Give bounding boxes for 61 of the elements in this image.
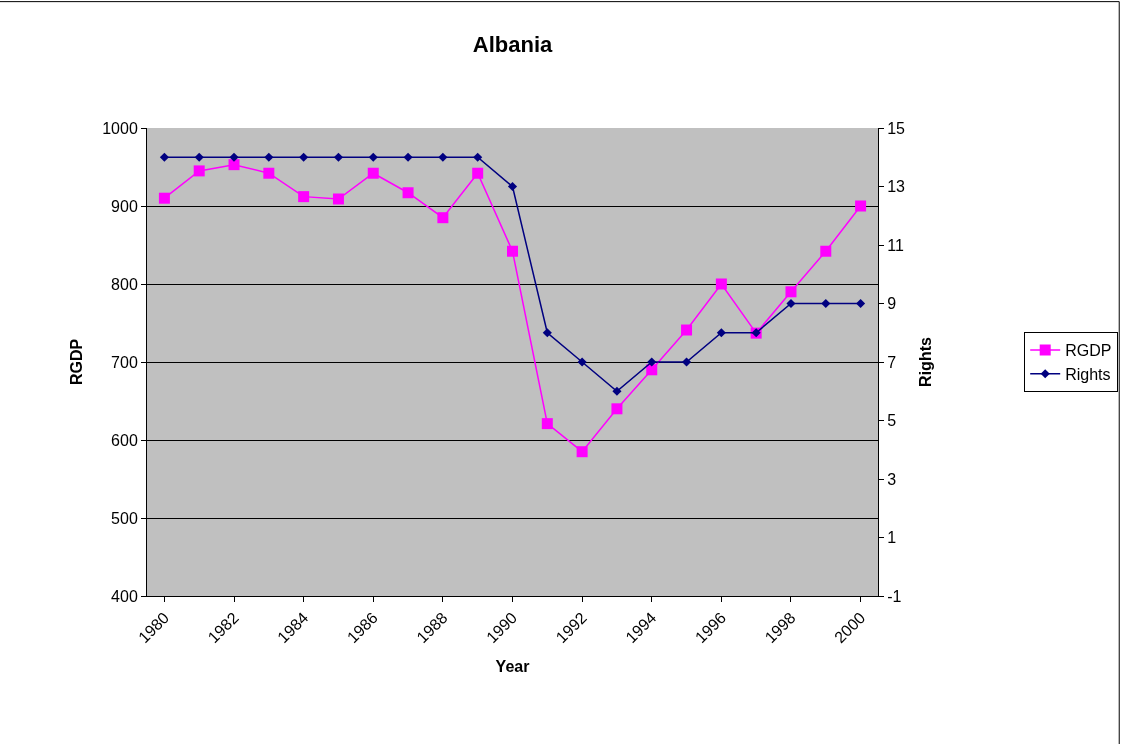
y-tick-label: 400 [111,587,138,605]
point [298,191,310,203]
point [159,152,169,162]
y2-tick-label: 11 [887,236,904,254]
point [368,152,378,162]
y-tick-label: 600 [111,431,138,449]
y-tick-label: 800 [111,275,138,293]
point [263,167,275,179]
point [681,324,693,336]
point [194,152,204,162]
point [228,159,240,171]
point [437,212,449,224]
point [472,167,484,179]
y2-tick-label: -1 [887,587,902,605]
point [299,152,309,162]
y2-axis-title: Rights [916,337,934,387]
point [786,298,796,309]
y-tick-label: 500 [111,509,138,527]
point [507,245,518,257]
point [193,165,205,177]
point [507,181,518,192]
point [541,418,553,430]
point [612,386,622,396]
point [264,152,274,162]
point [682,357,692,367]
point [856,298,866,309]
x-axis-title: Year [495,657,530,675]
point [403,152,413,162]
y2-tick-label: 5 [887,412,897,430]
point [821,298,831,309]
y-tick-label: 900 [111,197,138,215]
point [332,193,344,205]
point [576,446,588,458]
y2-tick-label: 9 [887,295,897,313]
point [647,357,657,367]
point [785,286,797,298]
point [855,200,867,212]
point [367,167,379,179]
y-tick-label: 700 [111,353,138,371]
y2-tick-label: 3 [887,470,897,488]
point [229,152,239,162]
point [716,328,726,338]
point [473,152,483,162]
point [333,152,343,162]
y-tick-label: 1000 [102,119,138,137]
point [542,328,552,338]
point [158,192,170,204]
point [611,403,623,415]
y2-tick-label: 13 [887,178,906,196]
legend-label: RGDP [1065,342,1112,360]
point [402,187,414,199]
y2-tick-label: 7 [887,353,897,371]
chart-title: Albania [472,32,553,58]
point [438,152,448,162]
y2-tick-label: 15 [887,119,906,137]
legend-label: Rights [1065,365,1111,383]
point [715,278,727,290]
point [820,245,832,257]
y-axis-title: RGDP [68,338,86,386]
point [577,357,587,367]
y2-tick-label: 1 [887,529,897,547]
